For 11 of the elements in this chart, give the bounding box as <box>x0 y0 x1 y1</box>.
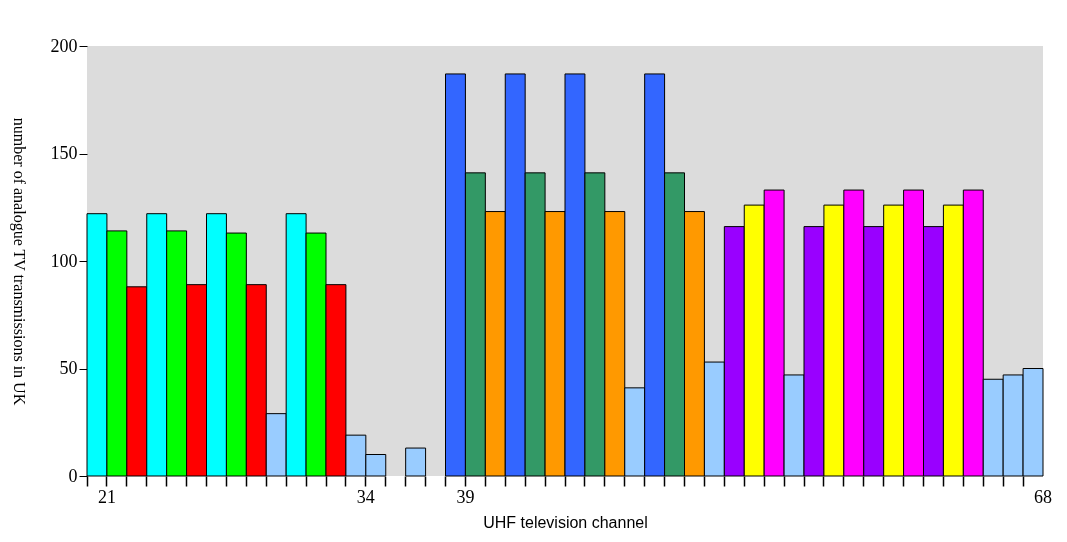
x-tick-label: 21 <box>97 486 116 507</box>
y-tick-label: 150 <box>50 143 78 163</box>
x-tick-label: 34 <box>356 486 375 507</box>
y-axis-title: number of analogue TV transmissions in UK <box>9 117 28 406</box>
y-tick-label: 200 <box>50 35 78 56</box>
y-tick-label: 0 <box>68 465 78 486</box>
x-tick-label: 39 <box>456 486 475 507</box>
x-tick-label: 68 <box>1034 486 1052 507</box>
x-axis-title: UHF television channel <box>483 513 648 531</box>
y-tick-label: 100 <box>50 250 78 271</box>
y-tick-label: 50 <box>59 358 78 378</box>
